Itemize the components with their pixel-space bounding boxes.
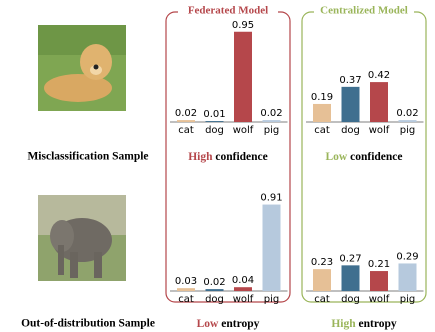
- title-backdrop: [178, 4, 278, 18]
- caption: High confidence: [188, 151, 268, 163]
- bar: [398, 263, 417, 291]
- value-label: 0.02: [203, 277, 225, 288]
- title-backdrop: [314, 4, 414, 18]
- bar: [370, 82, 388, 122]
- bar: [370, 271, 388, 291]
- value-label: 0.01: [203, 109, 225, 120]
- x-tick-label: pig: [264, 125, 279, 136]
- x-tick-label: cat: [314, 125, 330, 136]
- bar: [177, 288, 195, 291]
- x-tick-label: cat: [178, 125, 194, 136]
- value-label: 0.42: [368, 70, 390, 81]
- x-tick-label: dog: [205, 125, 224, 136]
- caption-text: entropy: [221, 318, 259, 330]
- caption-text: entropy: [359, 318, 397, 330]
- bar: [177, 120, 195, 122]
- bar: [234, 31, 252, 122]
- x-tick-label: dog: [341, 294, 360, 305]
- bar: [262, 204, 281, 291]
- x-tick-label: wolf: [369, 294, 390, 305]
- value-label: 0.95: [232, 20, 254, 31]
- caption-emph: Low: [326, 151, 348, 163]
- caption: Low confidence: [326, 151, 403, 163]
- value-label: 0.29: [396, 251, 418, 262]
- elephant-image: [38, 195, 126, 281]
- caption-text: confidence: [350, 151, 402, 163]
- x-tick-label: dog: [205, 294, 224, 305]
- column-title: Centralized Model: [320, 5, 408, 17]
- x-tick-label: wolf: [233, 294, 254, 305]
- bar: [262, 120, 281, 122]
- value-label: 0.19: [311, 92, 333, 103]
- x-tick-label: pig: [400, 294, 415, 305]
- row-label: Out-of-distribution Sample: [21, 318, 155, 330]
- bar: [398, 120, 417, 122]
- value-label: 0.03: [175, 276, 197, 287]
- column-title: Federated Model: [188, 5, 268, 17]
- x-tick-label: wolf: [233, 125, 254, 136]
- caption-emph: High: [331, 318, 356, 330]
- x-tick-label: cat: [178, 294, 194, 305]
- value-label: 0.27: [339, 253, 361, 264]
- caption: Low entropy: [197, 318, 260, 330]
- value-label: 0.02: [396, 108, 418, 119]
- bar: [341, 265, 360, 291]
- row-label: Misclassification Sample: [27, 151, 148, 163]
- value-label: 0.91: [260, 193, 282, 204]
- caption-text: confidence: [215, 151, 267, 163]
- bar: [313, 103, 331, 122]
- value-label: 0.02: [260, 108, 282, 119]
- value-label: 0.21: [368, 259, 390, 270]
- x-tick-label: pig: [400, 125, 415, 136]
- bar: [234, 287, 252, 291]
- value-label: 0.02: [175, 108, 197, 119]
- caption-emph: High: [188, 151, 213, 163]
- x-tick-label: cat: [314, 294, 330, 305]
- caption-emph: Low: [197, 318, 219, 330]
- value-label: 0.23: [311, 257, 333, 268]
- value-label: 0.37: [339, 75, 361, 86]
- bar: [313, 269, 331, 291]
- bar: [205, 289, 224, 291]
- value-label: 0.04: [232, 275, 254, 286]
- bar: [205, 121, 224, 122]
- bar: [341, 86, 360, 122]
- x-tick-label: wolf: [369, 125, 390, 136]
- x-tick-label: dog: [341, 125, 360, 136]
- caption: High entropy: [331, 318, 397, 330]
- dog-image: [38, 25, 126, 111]
- x-tick-label: pig: [264, 294, 279, 305]
